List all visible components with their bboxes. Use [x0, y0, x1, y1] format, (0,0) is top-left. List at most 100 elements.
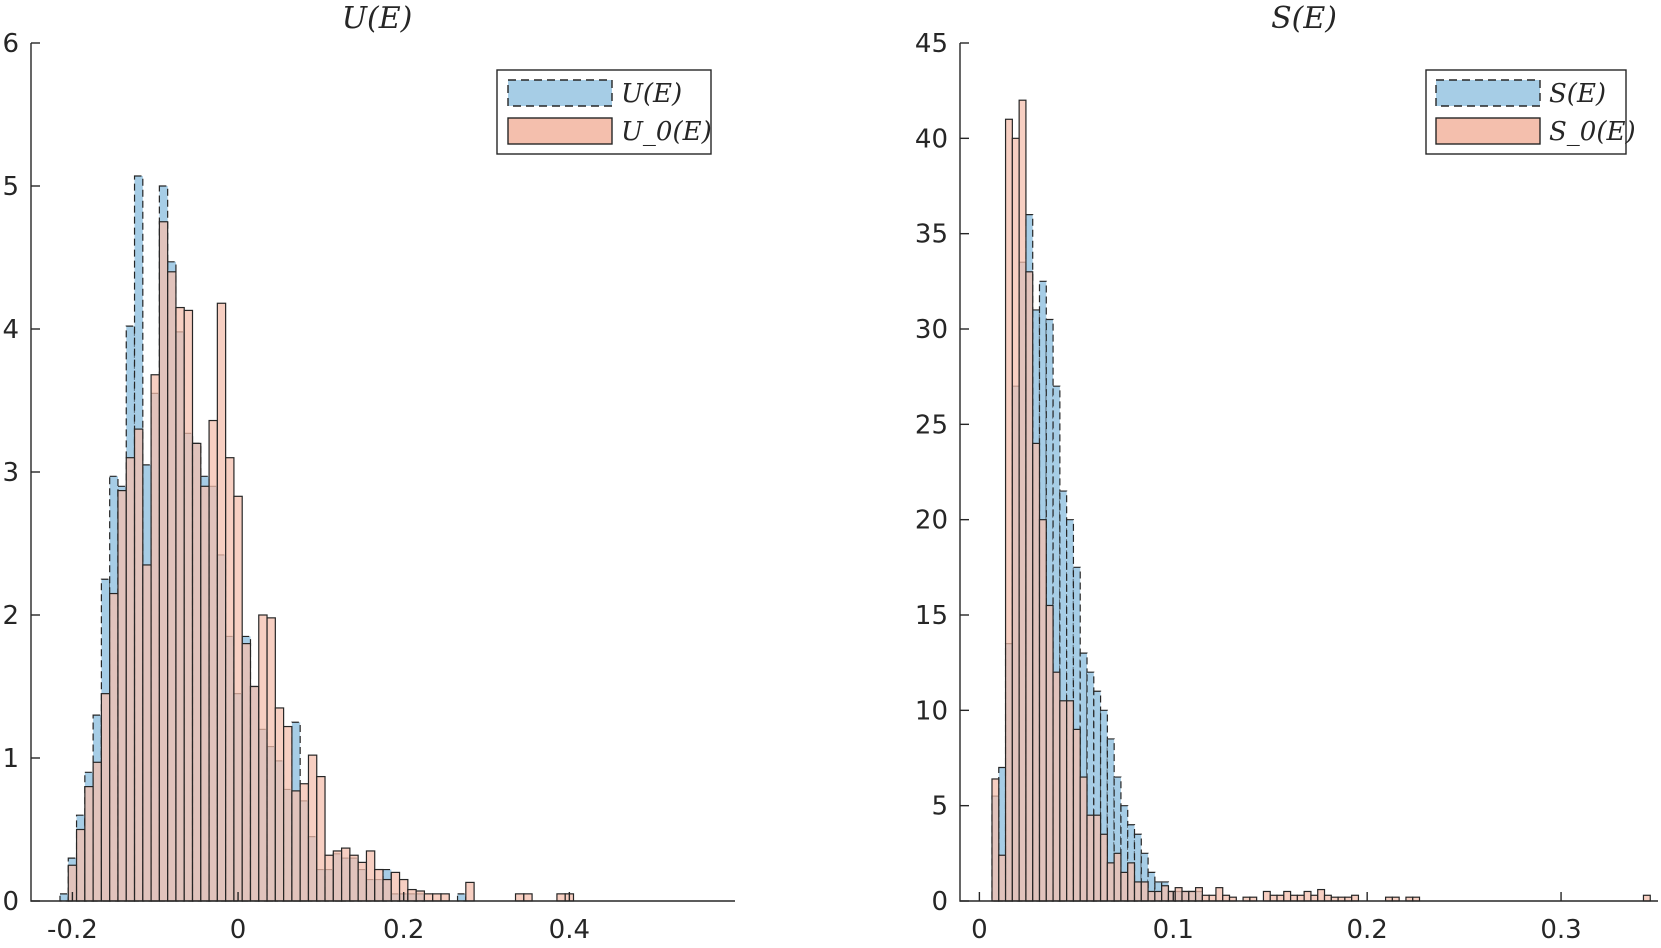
histogram-bar-b — [1099, 833, 1108, 902]
histogram-bar-b — [1127, 862, 1136, 902]
histogram-bar-b — [299, 783, 310, 902]
y-tick-label: 25 — [915, 410, 948, 440]
histogram-bar-b — [75, 828, 86, 902]
legend-label-series-a: U(E) — [621, 79, 682, 109]
x-tick-label: 0.2 — [1346, 915, 1387, 945]
legend-label-series-b: S_0(E) — [1549, 117, 1636, 147]
legend-swatch-series-a — [1435, 79, 1541, 107]
x-tick-label: 0.4 — [549, 915, 590, 945]
histogram-bar-b — [1113, 852, 1122, 902]
legend-swatch-series-a — [507, 79, 613, 107]
histogram-bar-b — [1303, 890, 1312, 902]
histogram-bar-b — [349, 854, 359, 902]
histogram-bar-b — [258, 614, 268, 902]
histogram-bar-b — [117, 489, 127, 902]
histogram-bar-b — [390, 871, 401, 902]
histogram-bar-b — [1093, 814, 1102, 902]
histogram-bar-b — [1323, 894, 1332, 902]
y-tick-label: 30 — [915, 315, 948, 345]
histogram-bar-b — [249, 685, 260, 902]
histogram-bar-b — [1174, 887, 1183, 902]
histogram-bar-b — [415, 890, 426, 902]
histogram-bar-b — [324, 854, 334, 902]
histogram-bar-b — [357, 861, 368, 902]
histogram-bar-b — [183, 309, 194, 902]
histogram-bar-b — [423, 893, 434, 902]
histogram-bar-b — [191, 442, 202, 902]
y-tick-label: 40 — [915, 124, 948, 154]
histogram-bar-b — [332, 850, 343, 902]
y-tick-label: 10 — [915, 696, 948, 726]
legend: U(E) U_0(E) — [496, 69, 712, 155]
histogram-bar-b — [1011, 137, 1020, 902]
y-axis-ticks: 0 1 2 3 4 5 6 — [2, 29, 40, 917]
axis-lines — [959, 43, 1658, 902]
histogram-bar-b — [1188, 890, 1197, 902]
y-tick-label: 0 — [2, 887, 19, 917]
histogram-bars — [59, 175, 575, 902]
histogram-bar-b — [1079, 776, 1088, 902]
histogram-bar-b — [432, 893, 442, 902]
histogram-bar-b — [1310, 894, 1319, 902]
histogram-bar-b — [216, 302, 227, 902]
histogram-bar-b — [133, 428, 144, 902]
histogram-bar-a — [456, 893, 467, 902]
legend-label-series-b: U_0(E) — [621, 117, 712, 147]
histogram-bar-b — [1004, 118, 1013, 902]
histogram-bar-b — [1222, 894, 1231, 902]
histogram-bar-b — [266, 617, 276, 902]
chart-panel-s: S(E) 0 5 10 15 20 25 30 35 40 45 0 0.1 0.2 0.3 S(E) … — [915, 1, 1658, 945]
histogram-bar-b — [1208, 894, 1217, 902]
histogram-bar-b — [291, 790, 301, 902]
histogram-bar-b — [316, 775, 326, 902]
chart-title: S(E) — [1271, 1, 1337, 36]
histogram-bar-b — [407, 888, 417, 902]
histogram-bar-b — [142, 564, 152, 902]
histogram-bar-b — [1147, 890, 1156, 902]
histogram-bar-b — [100, 693, 111, 902]
histogram-bar-b — [1215, 887, 1224, 902]
histogram-bar-b — [1106, 862, 1115, 902]
x-axis-ticks: -0.2 0 0.2 0.4 — [47, 892, 590, 945]
histogram-bar-b — [158, 221, 169, 902]
y-tick-label: 5 — [931, 792, 948, 822]
x-axis-ticks: 0 0.1 0.2 0.3 — [971, 892, 1582, 945]
y-tick-label: 6 — [2, 29, 19, 59]
histogram-bar-b — [208, 419, 218, 902]
chart-title: U(E) — [342, 1, 413, 36]
legend-swatch-series-b — [1435, 117, 1541, 145]
histogram-bar-b — [1201, 894, 1210, 902]
histogram-bar-b — [556, 893, 566, 902]
histogram-bar-b — [233, 495, 243, 902]
y-tick-label: 20 — [915, 506, 948, 536]
histogram-bars — [991, 99, 1651, 902]
histogram-bar-b — [365, 850, 376, 902]
histogram-bar-b — [523, 893, 533, 902]
x-tick-label: 0 — [971, 915, 988, 945]
axis-lines — [30, 43, 735, 902]
histogram-bar-b — [1045, 604, 1054, 902]
x-tick-label: -0.2 — [47, 915, 98, 945]
histogram-bar-b — [382, 878, 392, 902]
histogram-bar-b — [998, 854, 1007, 902]
legend-label-series-a: S(E) — [1549, 79, 1606, 109]
histogram-bar-a — [59, 893, 69, 902]
histogram-bar-b — [1018, 99, 1027, 902]
histogram-bar-b — [241, 642, 252, 902]
histogram-bar-b — [150, 374, 160, 902]
histogram-bar-b — [1167, 890, 1176, 902]
y-tick-label: 0 — [931, 887, 948, 917]
histogram-bar-b — [1276, 894, 1285, 902]
histogram-bar-b — [340, 847, 351, 902]
histogram-bar-b — [440, 893, 450, 902]
x-tick-label: 0.2 — [383, 915, 424, 945]
histogram-bar-b — [1283, 890, 1292, 902]
y-tick-label: 4 — [2, 315, 19, 345]
histogram-bar-b — [274, 707, 285, 902]
histogram-bar-b — [1086, 814, 1095, 902]
chart-panel-u: U(E) 0 1 2 3 4 5 6 -0.2 0 0.2 0.4 U(E) U_0(E) — [2, 1, 735, 945]
y-tick-label: 5 — [2, 172, 19, 202]
histogram-bar-b — [1154, 890, 1163, 902]
histogram-bar-b — [465, 881, 475, 902]
